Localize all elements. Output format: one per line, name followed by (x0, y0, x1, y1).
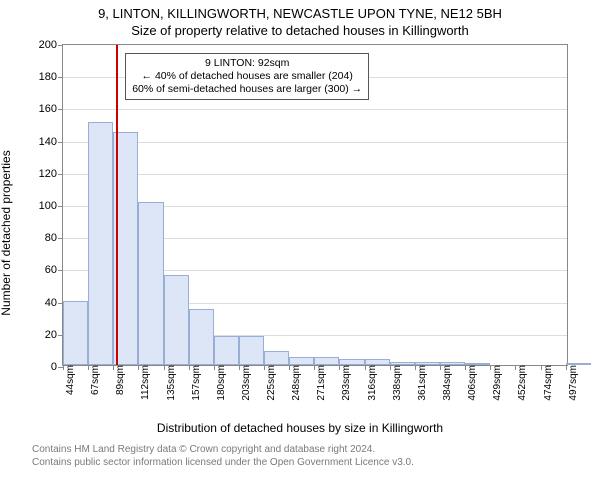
y-tick-label: 160 (39, 103, 63, 115)
x-tick-label: 361sqm (411, 365, 428, 401)
x-tick-label: 271sqm (310, 365, 327, 401)
histogram-bar (214, 336, 239, 365)
x-tick-label: 384sqm (436, 365, 453, 401)
x-tick-label: 135sqm (160, 365, 177, 401)
x-tick-label: 429sqm (486, 365, 503, 401)
annotation-line: ← 40% of detached houses are smaller (20… (132, 70, 362, 83)
x-tick-label: 406sqm (461, 365, 478, 401)
x-tick-label: 293sqm (335, 365, 352, 401)
grid-line (63, 174, 567, 175)
x-tick-label: 474sqm (537, 365, 554, 401)
x-tick-label: 497sqm (562, 365, 579, 401)
x-tick-label: 452sqm (511, 365, 528, 401)
chart-container: Number of detached properties 0204060801… (0, 44, 600, 421)
histogram-bar (138, 202, 163, 365)
grid-line (63, 109, 567, 110)
histogram-bar (264, 351, 289, 365)
y-tick-label: 120 (39, 168, 63, 180)
y-tick-label: 80 (45, 232, 63, 244)
x-tick-label: 338sqm (386, 365, 403, 401)
y-tick-label: 140 (39, 136, 63, 148)
x-tick-label: 157sqm (185, 365, 202, 401)
x-tick-label: 248sqm (285, 365, 302, 401)
annotation-box: 9 LINTON: 92sqm← 40% of detached houses … (125, 53, 369, 100)
plot-area: 02040608010012014016018020044sqm67sqm89s… (62, 44, 568, 366)
x-tick-label: 67sqm (84, 365, 101, 395)
footer-line-2: Contains public sector information licen… (32, 456, 600, 469)
x-tick-label: 180sqm (210, 365, 227, 401)
y-tick-label: 180 (39, 71, 63, 83)
y-tick-label: 100 (39, 200, 63, 212)
histogram-bar (164, 275, 189, 365)
page-title-address: 9, LINTON, KILLINGWORTH, NEWCASTLE UPON … (0, 6, 600, 21)
histogram-bar (239, 336, 264, 365)
histogram-bar (189, 309, 214, 365)
histogram-bar (289, 357, 314, 365)
histogram-bar (88, 122, 113, 365)
footer-attribution: Contains HM Land Registry data © Crown c… (32, 443, 600, 469)
page-title-sub: Size of property relative to detached ho… (0, 23, 600, 38)
y-tick-label: 40 (45, 297, 63, 309)
annotation-line: 60% of semi-detached houses are larger (… (132, 83, 362, 96)
annotation-line: 9 LINTON: 92sqm (132, 57, 362, 70)
histogram-bar (314, 357, 339, 365)
reference-line (116, 45, 118, 365)
x-tick-label: 316sqm (361, 365, 378, 401)
y-tick-label: 60 (45, 264, 63, 276)
histogram-bar (63, 301, 88, 365)
y-axis-label: Number of detached properties (0, 150, 13, 315)
grid-line (63, 142, 567, 143)
x-axis-label: Distribution of detached houses by size … (0, 421, 600, 435)
x-tick-label: 112sqm (134, 365, 151, 400)
footer-line-1: Contains HM Land Registry data © Crown c… (32, 443, 600, 456)
x-tick-label: 44sqm (59, 365, 76, 395)
y-tick-label: 200 (39, 39, 63, 51)
x-tick-label: 89sqm (109, 365, 126, 395)
x-tick-label: 203sqm (235, 365, 252, 401)
y-tick-label: 20 (45, 329, 63, 341)
x-tick-label: 225sqm (260, 365, 277, 401)
